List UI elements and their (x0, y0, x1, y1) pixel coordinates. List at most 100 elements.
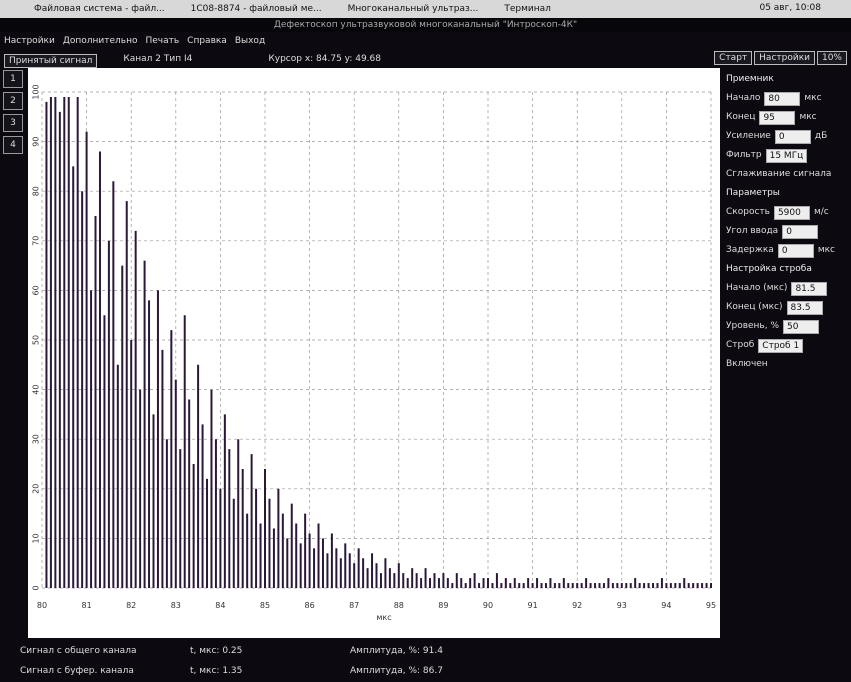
toolbar-buttons: Старт Настройки 10% (714, 51, 847, 65)
status-text: t, мкс: 1.35 (190, 666, 243, 676)
field[interactable]: 95 (759, 110, 796, 125)
menu-item[interactable]: Печать (145, 36, 180, 46)
row: Скорость 5900 м/с (726, 203, 848, 222)
label: мкс (799, 112, 817, 122)
window-title: Дефектоскоп ультразвуковой многоканальны… (0, 18, 851, 32)
field[interactable]: 0 (774, 129, 811, 144)
label: Строб (726, 340, 755, 350)
field[interactable]: 5900 (773, 205, 810, 220)
x-tick-label: 86 (305, 601, 315, 610)
tab[interactable]: Принятый сигнал (4, 54, 98, 68)
x-tick-label: 83 (171, 601, 181, 610)
plot-bg (28, 68, 720, 638)
row: Конец 95 мкс (726, 108, 848, 127)
checkbox[interactable]: Включен (726, 359, 768, 369)
task[interactable]: Терминал (504, 4, 551, 14)
button[interactable]: 3 (3, 114, 23, 132)
menu-item[interactable]: Справка (187, 36, 227, 46)
status-text: Сигнал с буфер. канала (20, 666, 134, 676)
label: дБ (814, 131, 828, 141)
label: мкс (804, 93, 822, 103)
label: м/с (813, 207, 829, 217)
y-tick-label: 90 (32, 137, 41, 147)
select[interactable]: Строб 1 (758, 338, 804, 353)
y-tick-label: 80 (32, 186, 41, 196)
row: Фильтр 15 МГц (726, 146, 848, 165)
field[interactable]: 15 МГц (765, 148, 808, 163)
taskbar: Файловая система - файл... 1С08-8874 - ф… (0, 0, 851, 18)
button[interactable]: 10% (816, 51, 847, 65)
status: Сигнал с общего канала t, мкс: 0.25 Амплит… (0, 641, 851, 681)
task[interactable]: Многоканальный ультраз... (347, 4, 479, 14)
menu-item[interactable]: Настройки (4, 36, 55, 46)
field[interactable]: 80 (764, 91, 801, 106)
y-tick-label: 40 (32, 385, 41, 395)
label: Конец (мкс) (726, 302, 783, 312)
x-tick-label: 92 (572, 601, 582, 610)
menu-item[interactable]: Дополнительно (62, 36, 138, 46)
label: Фильтр (726, 150, 762, 160)
y-tick-label: 0 (32, 585, 41, 590)
field[interactable]: 50 (783, 319, 820, 334)
field[interactable]: 81.5 (791, 281, 828, 296)
button[interactable]: 2 (3, 92, 23, 110)
row: Задержка 0 мкс (726, 241, 848, 260)
label: Уровень, % (726, 321, 780, 331)
y-tick-label: 100 (32, 84, 41, 99)
status-row: Сигнал с буфер. канала t, мкс: 1.35 Амплит… (0, 661, 851, 681)
chart: мкс 0 10 20 30 40 50 60 70 80 90 100 80 81 82 83 84 85 86… (28, 68, 720, 638)
x-tick-label: 89 (438, 601, 448, 610)
label: Начало (мкс) (726, 283, 788, 293)
x-tick-label: 88 (394, 601, 404, 610)
field[interactable]: 0 (777, 243, 814, 258)
channel: Канал 2 Тип I4 (123, 54, 193, 64)
y-tick-label: 20 (32, 484, 41, 494)
cursor: Курсор x: 84.75 y: 49.68 (268, 54, 381, 64)
x-tick-label: 85 (260, 601, 270, 610)
status-text: t, мкс: 0.25 (190, 646, 243, 656)
section-title: Настройка строба (726, 264, 812, 274)
x-tick-label: 84 (215, 601, 225, 610)
row: Строб Строб 1 (726, 336, 848, 355)
row: Конец (мкс) 83.5 (726, 298, 848, 317)
button[interactable]: 1 (3, 70, 23, 88)
menu: Настройки Дополнительно Печать Справка В… (4, 36, 265, 46)
x-tick-label: 94 (661, 601, 671, 610)
y-tick-label: 50 (32, 335, 41, 345)
side-buttons: 1 2 3 4 (3, 70, 23, 154)
y-tick-label: 10 (32, 533, 41, 543)
x-tick-label: 80 (37, 601, 47, 610)
x-tick-label: 82 (126, 601, 136, 610)
row: Начало 80 мкс (726, 89, 848, 108)
x-tick-label: 95 (706, 601, 716, 610)
row: Начало (мкс) 81.5 (726, 279, 848, 298)
x-tick-label: 93 (617, 601, 627, 610)
row: Угол ввода 0 (726, 222, 848, 241)
field[interactable]: 0 (782, 224, 819, 239)
checkbox[interactable]: Сглаживание сигнала (726, 169, 832, 179)
task[interactable]: Файловая система - файл... (34, 4, 165, 14)
field[interactable]: 83.5 (786, 300, 823, 315)
menu-item[interactable]: Выход (234, 36, 266, 46)
section-title: Приемник (726, 74, 774, 84)
x-tick-label: 90 (483, 601, 493, 610)
status-text: Сигнал с общего канала (20, 646, 137, 656)
label: Скорость (726, 207, 770, 217)
label: Задержка (726, 245, 774, 255)
x-tick-label: 81 (82, 601, 92, 610)
clock: 05 авг, 10:08 (759, 3, 821, 13)
row: Усиление 0 дБ (726, 127, 848, 146)
settings-panel: Приемник Начало 80 мкс Конец 95 мкс Усиление 0 дБ… (726, 70, 848, 374)
button[interactable]: Настройки (754, 51, 815, 65)
status-text: Амплитуда, %: 91.4 (350, 646, 443, 656)
label: Начало (726, 93, 761, 103)
label: мкс (817, 245, 836, 255)
status-row: Сигнал с общего канала t, мкс: 0.25 Амплит… (0, 641, 851, 661)
toolbar: Принятый сигнал Канал 2 Тип I4 Курсор x:… (4, 54, 381, 68)
task[interactable]: 1С08-8874 - файловый ме... (190, 4, 322, 14)
button[interactable]: Старт (714, 51, 753, 65)
button[interactable]: 4 (3, 136, 23, 154)
status-text: Амплитуда, %: 86.7 (350, 666, 443, 676)
x-tick-label: 87 (349, 601, 359, 610)
